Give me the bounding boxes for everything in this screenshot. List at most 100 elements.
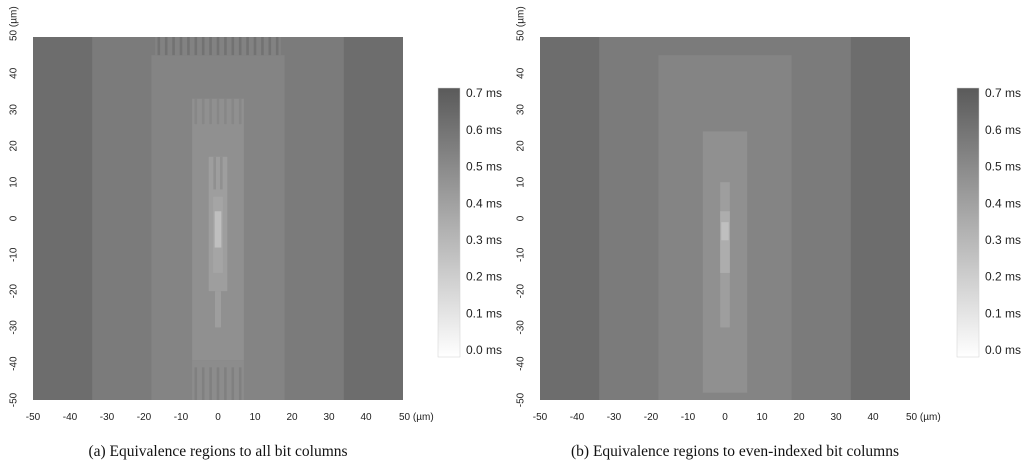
y-tick-label: 30 [9, 104, 20, 116]
top-bit-column-stripe-1 [164, 37, 168, 56]
panel-caption: (b) Equivalence regions to even-indexed … [571, 443, 899, 460]
top-bit-column-stripe-0 [157, 37, 161, 56]
lower-bit-column-stripe-4 [224, 367, 227, 400]
panel-caption: (a) Equivalence regions to all bit colum… [88, 443, 347, 460]
x-tick-label: -20 [137, 412, 152, 423]
heatmap-region-9 [214, 211, 222, 248]
y-tick-label: 40 [9, 67, 20, 79]
colorbar-label: 0.7 ms [466, 86, 502, 100]
y-tick-label: -30 [9, 320, 20, 335]
x-tick-label: 0 [722, 412, 728, 423]
top-bit-column-stripe-9 [224, 37, 227, 56]
y-tick-label: -40 [516, 356, 527, 371]
x-tick-label: 10 [249, 412, 261, 423]
y-tick-label: 40 [516, 67, 527, 79]
upper-bit-column-stripe-2 [209, 98, 212, 125]
top-bit-column-stripe-3 [179, 37, 183, 56]
colorbar-label: 0.1 ms [466, 306, 502, 320]
lower-bit-column-stripe-1 [201, 367, 205, 400]
upper-bit-column-stripe-6 [238, 98, 242, 125]
y-tick-label: 20 [9, 140, 20, 152]
x-tick-label: -30 [100, 412, 115, 423]
heatmap-region-6 [721, 222, 729, 241]
y-tick-label: -20 [516, 283, 527, 298]
x-tick-label: 50 (µm) [399, 412, 434, 423]
y-tick-label: -10 [516, 247, 527, 262]
top-bit-column-stripe-15 [268, 37, 272, 56]
colorbar-label: 0.5 ms [985, 160, 1021, 174]
colorbar-label: 0.2 ms [985, 270, 1021, 284]
x-tick-label: -40 [63, 412, 78, 423]
x-tick-label: 10 [756, 412, 768, 423]
top-bit-column-stripe-8 [216, 37, 220, 56]
top-bit-column-stripe-10 [231, 37, 235, 56]
y-tick-label: 0 [516, 215, 527, 221]
center-bit-column-stripe-0 [213, 156, 216, 190]
colorbar-label: 0.7 ms [985, 86, 1021, 100]
lower-bit-column-stripe-0 [194, 367, 198, 400]
lower-bit-column-stripe-3 [216, 367, 220, 400]
top-bit-column-stripe-11 [238, 37, 242, 56]
lower-bit-column-stripe-6 [238, 367, 242, 400]
top-bit-column-stripe-6 [201, 37, 205, 56]
y-tick-label: 10 [516, 176, 527, 188]
y-tick-label: -20 [9, 283, 20, 298]
top-bit-column-stripe-5 [194, 37, 198, 56]
center-bit-column-stripe-1 [220, 156, 223, 190]
y-tick-label: -40 [9, 356, 20, 371]
x-tick-label: -50 [26, 412, 41, 423]
heatmap-region-5 [720, 211, 730, 273]
x-tick-label: 30 [830, 412, 842, 423]
top-bit-column-stripe-4 [187, 37, 190, 56]
lower-bit-column-stripe-5 [231, 367, 235, 400]
top-bit-column-stripe-16 [275, 37, 279, 56]
x-tick-label: 50 (µm) [906, 412, 941, 423]
top-bit-column-stripe-14 [261, 37, 264, 56]
colorbar-label: 0.6 ms [985, 123, 1021, 137]
y-tick-label: 30 [516, 104, 527, 116]
top-bit-column-stripe-12 [246, 37, 249, 56]
colorbar-label: 0.5 ms [466, 160, 502, 174]
upper-bit-column-stripe-1 [201, 98, 205, 125]
x-tick-label: -10 [174, 412, 189, 423]
x-tick-label: 40 [867, 412, 879, 423]
x-tick-label: -40 [570, 412, 585, 423]
lower-bit-column-stripe-2 [209, 367, 212, 400]
heatmap-region-7 [215, 291, 221, 328]
x-tick-label: 30 [323, 412, 335, 423]
y-tick-label: 0 [9, 215, 20, 221]
y-tick-label: -50 [516, 392, 527, 407]
colorbar-label: 0.0 ms [985, 343, 1021, 357]
colorbar-label: 0.6 ms [466, 123, 502, 137]
colorbar-label: 0.1 ms [985, 306, 1021, 320]
x-tick-label: 0 [215, 412, 221, 423]
y-tick-label: 50 (µm) [516, 6, 527, 41]
y-tick-label: 20 [516, 140, 527, 152]
upper-bit-column-stripe-5 [231, 98, 235, 125]
colorbar-label: 0.4 ms [466, 196, 502, 210]
colorbar [956, 87, 980, 358]
y-tick-label: 10 [9, 176, 20, 188]
x-tick-label: -20 [644, 412, 659, 423]
top-bit-column-stripe-13 [253, 37, 257, 56]
x-tick-label: 20 [793, 412, 805, 423]
upper-bit-column-stripe-4 [224, 98, 227, 125]
top-bit-column-stripe-7 [209, 37, 212, 56]
x-tick-label: -10 [681, 412, 696, 423]
top-bit-column-stripe-2 [172, 37, 175, 56]
colorbar-label: 0.3 ms [985, 233, 1021, 247]
colorbar-label: 0.4 ms [985, 196, 1021, 210]
colorbar-label: 0.3 ms [466, 233, 502, 247]
x-tick-label: -30 [607, 412, 622, 423]
y-tick-label: -50 [9, 392, 20, 407]
colorbar-label: 0.0 ms [466, 343, 502, 357]
y-tick-label: -30 [516, 320, 527, 335]
x-tick-label: -50 [533, 412, 548, 423]
y-tick-label: -10 [9, 247, 20, 262]
heatmap-panel-b: -50 -40 -30 -20 -10 0 10 20 30 40 50 (µm) -50 -40 -30… [516, 6, 1021, 460]
y-tick-label: 50 (µm) [9, 6, 20, 41]
colorbar [437, 87, 461, 358]
heatmap-panel-a: -50 -40 -30 -20 -10 0 10 20 30 40 50 (µm) -50 -40 -30… [9, 6, 502, 460]
x-tick-label: 40 [360, 412, 372, 423]
